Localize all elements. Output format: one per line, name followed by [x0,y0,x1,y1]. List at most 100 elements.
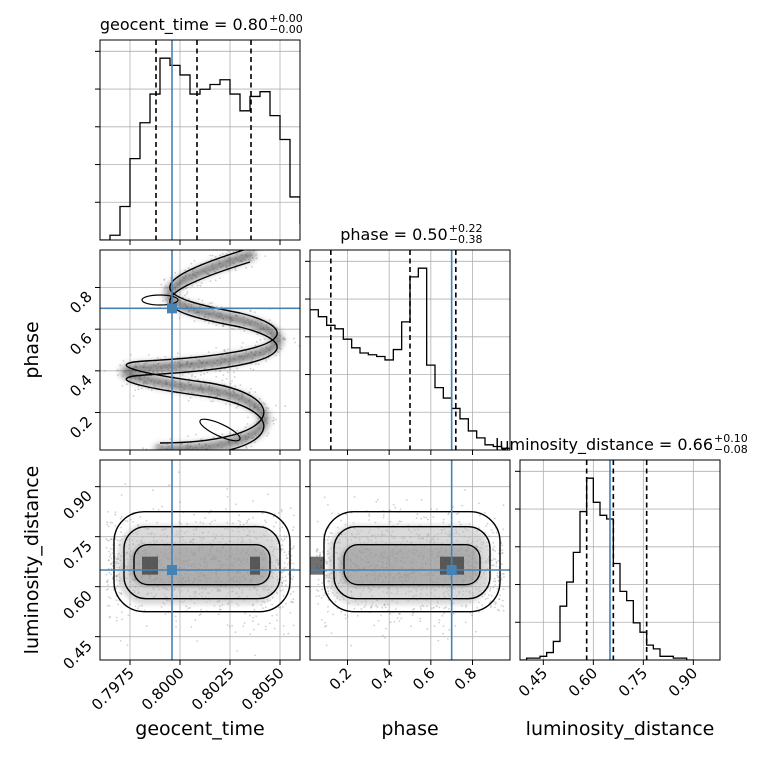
sample-point [269,622,271,625]
sample-point [382,514,385,516]
sample-point [215,347,218,349]
sample-point [264,625,267,628]
sample-point [190,262,193,265]
sample-point [252,516,254,519]
sample-point [114,513,117,516]
sample-point [168,450,170,452]
sample-point [164,356,167,358]
sample-point [421,604,424,607]
sample-point [435,605,438,608]
sample-point [283,551,286,554]
sample-point [495,565,498,568]
sample-point [277,606,280,609]
contour-line [199,418,241,442]
sample-point [493,545,496,548]
title-plus: +0.10 [714,432,748,445]
sample-point [291,601,293,604]
x-tick-label: 0.8050 [238,664,288,714]
sample-point [200,374,202,376]
sample-point [419,608,422,611]
sample-point [264,255,267,257]
sample-point [284,566,287,569]
sample-point [156,521,159,524]
sample-point [494,517,496,520]
sample-point [325,644,328,647]
sample-point [199,521,202,524]
sample-point [248,518,250,521]
sample-point [121,385,124,387]
sample-point [219,254,222,257]
sample-point [492,557,495,560]
sample-point [487,597,489,600]
sample-point [105,537,108,540]
sample-point [206,371,209,374]
histogram-phase [310,267,510,450]
sample-point [484,598,487,600]
sample-point [273,419,275,421]
sample-point [283,538,286,541]
sample-point [448,608,450,610]
sample-point [116,562,118,565]
sample-point [222,325,224,328]
sample-point [150,389,153,391]
sample-point [280,581,283,584]
sample-point [324,621,326,624]
sample-point [447,638,449,640]
sample-point [207,322,210,324]
histogram-step-geocent_time [100,57,300,240]
sample-point [420,498,423,501]
sample-point [318,595,320,597]
sample-point [497,579,500,582]
sample-point [214,256,217,258]
sample-point [219,369,222,372]
sample-point [478,502,480,505]
sample-point [237,604,240,607]
sample-point [285,579,287,582]
sample-point [272,417,275,419]
sample-point [226,371,229,374]
sample-point [494,584,496,586]
sample-point [190,626,193,628]
sample-point [375,604,377,607]
x-tick-label: 0.7975 [88,664,138,714]
sample-point [250,445,253,448]
sample-point [324,577,327,580]
sample-point [174,271,177,274]
sample-point [233,371,235,374]
contour-line [133,543,271,586]
sample-point [426,628,429,631]
sample-point [290,600,292,603]
sample-point [106,511,109,513]
sample-point [194,521,197,523]
sample-point [492,531,495,534]
sample-point [244,612,247,615]
sample-point [105,580,108,583]
sample-point [290,554,293,557]
sample-point [490,559,493,561]
sample-point [377,620,380,622]
sample-point [461,605,463,607]
sample-point [248,391,251,393]
sample-point [249,614,251,617]
sample-point [189,607,192,609]
sample-point [316,550,318,553]
title-plus: +0.22 [449,222,483,235]
sample-point [398,620,401,622]
sample-point [292,567,295,570]
sample-point [464,489,466,491]
sample-point [479,514,481,517]
y-axis-label: phase [21,321,43,378]
sample-point [502,605,505,608]
sample-point [393,621,396,623]
sample-point [199,284,202,287]
sample-point [469,612,472,614]
sample-point [283,633,285,636]
sample-point [265,521,267,524]
sample-point [194,619,197,622]
sample-point [495,531,498,534]
sample-point [484,593,486,596]
sample-point [394,506,397,509]
sample-point [431,607,433,610]
sample-point [273,525,275,528]
